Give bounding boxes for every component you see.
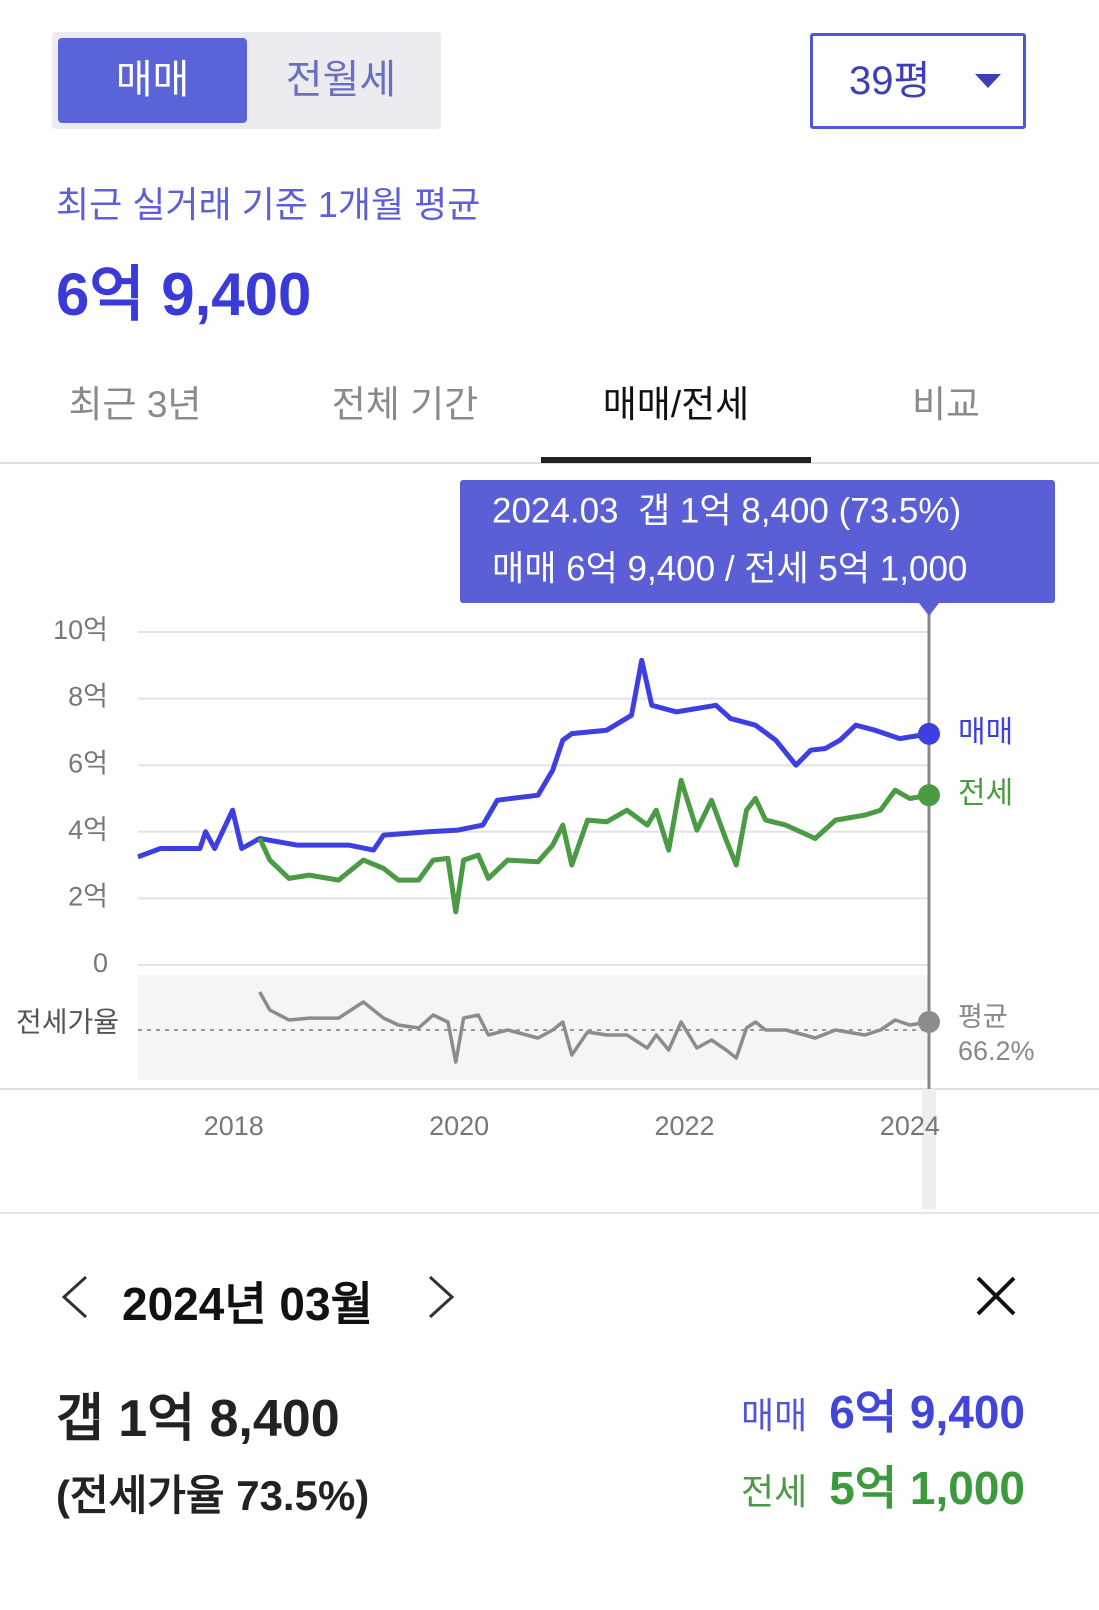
tab-rent[interactable]: 전월세 (285, 58, 397, 102)
x-tick-label: 2020 (429, 1111, 489, 1141)
y-tick-label: 0 (93, 948, 108, 978)
tab-underline (541, 457, 811, 463)
ratio-label: 전세가율 (16, 1006, 119, 1037)
tooltip-pointer (919, 603, 939, 616)
prev-button[interactable] (58, 1274, 92, 1320)
x-tick-label: 2018 (204, 1111, 264, 1141)
tab-sale[interactable]: 매매 (58, 38, 247, 123)
detail-jeonse: 전세 5억 1,000 (741, 1452, 1025, 1518)
summary-caption: 최근 실거래 기준 1개월 평균 (56, 184, 481, 225)
tooltip-box (460, 480, 1055, 603)
close-button[interactable] (974, 1274, 1018, 1318)
tab-divider (0, 462, 1099, 464)
period-tab[interactable]: 비교 (911, 384, 981, 425)
summary-price: 6억 9,400 (56, 261, 312, 328)
series-line (137, 657, 930, 860)
dropdown-arrow (975, 74, 1001, 88)
jeonse-price: 5억 1,000 (829, 1462, 1025, 1514)
jeonse-label: 전세 (740, 1471, 808, 1512)
tooltip-line: 매매 6억 9,400 / 전세 5억 1,000 (492, 549, 967, 588)
panel-divider (0, 1212, 1099, 1214)
y-tick-label: 4억 (68, 815, 108, 845)
size-label: 39평 (849, 59, 931, 103)
period-tab[interactable]: 전체 기간 (331, 384, 479, 425)
cursor-strip (922, 1089, 936, 1209)
detail-month: 2024년 03월 (122, 1278, 373, 1330)
size-select[interactable]: 39평 (810, 33, 1026, 129)
legend-label: 전세 (958, 777, 1013, 810)
legend-label: 매매 (958, 716, 1013, 749)
average-label: 66.2% (958, 1036, 1035, 1066)
detail-sale: 매매 6억 9,400 (741, 1376, 1025, 1442)
next-button[interactable] (424, 1274, 458, 1320)
series-line (257, 777, 930, 915)
sale-price: 6억 9,400 (829, 1386, 1025, 1438)
ratio-last-point (918, 1010, 940, 1033)
last-point (918, 722, 940, 745)
ratio-band (138, 975, 929, 1080)
y-tick-label: 8억 (68, 682, 108, 712)
period-tab[interactable]: 최근 3년 (68, 384, 202, 425)
tooltip-line: 2024.03 갭 1억 8,400 (73.5%) (492, 491, 961, 530)
detail-ratio: (전세가율 73.5%) (56, 1472, 370, 1519)
y-tick-label: 2억 (68, 882, 108, 912)
y-tick-label: 10억 (53, 615, 108, 645)
y-tick-label: 6억 (68, 748, 108, 778)
last-point (918, 784, 940, 807)
x-tick-label: 2024 (880, 1111, 940, 1141)
period-tab-active[interactable]: 매매/전세 (602, 384, 750, 425)
sale-label: 매매 (740, 1395, 808, 1436)
x-tick-label: 2022 (654, 1111, 714, 1141)
average-caption: 평균 (958, 1002, 1008, 1032)
ratio-line (258, 991, 930, 1064)
detail-gap: 갭 1억 8,400 (56, 1390, 340, 1448)
